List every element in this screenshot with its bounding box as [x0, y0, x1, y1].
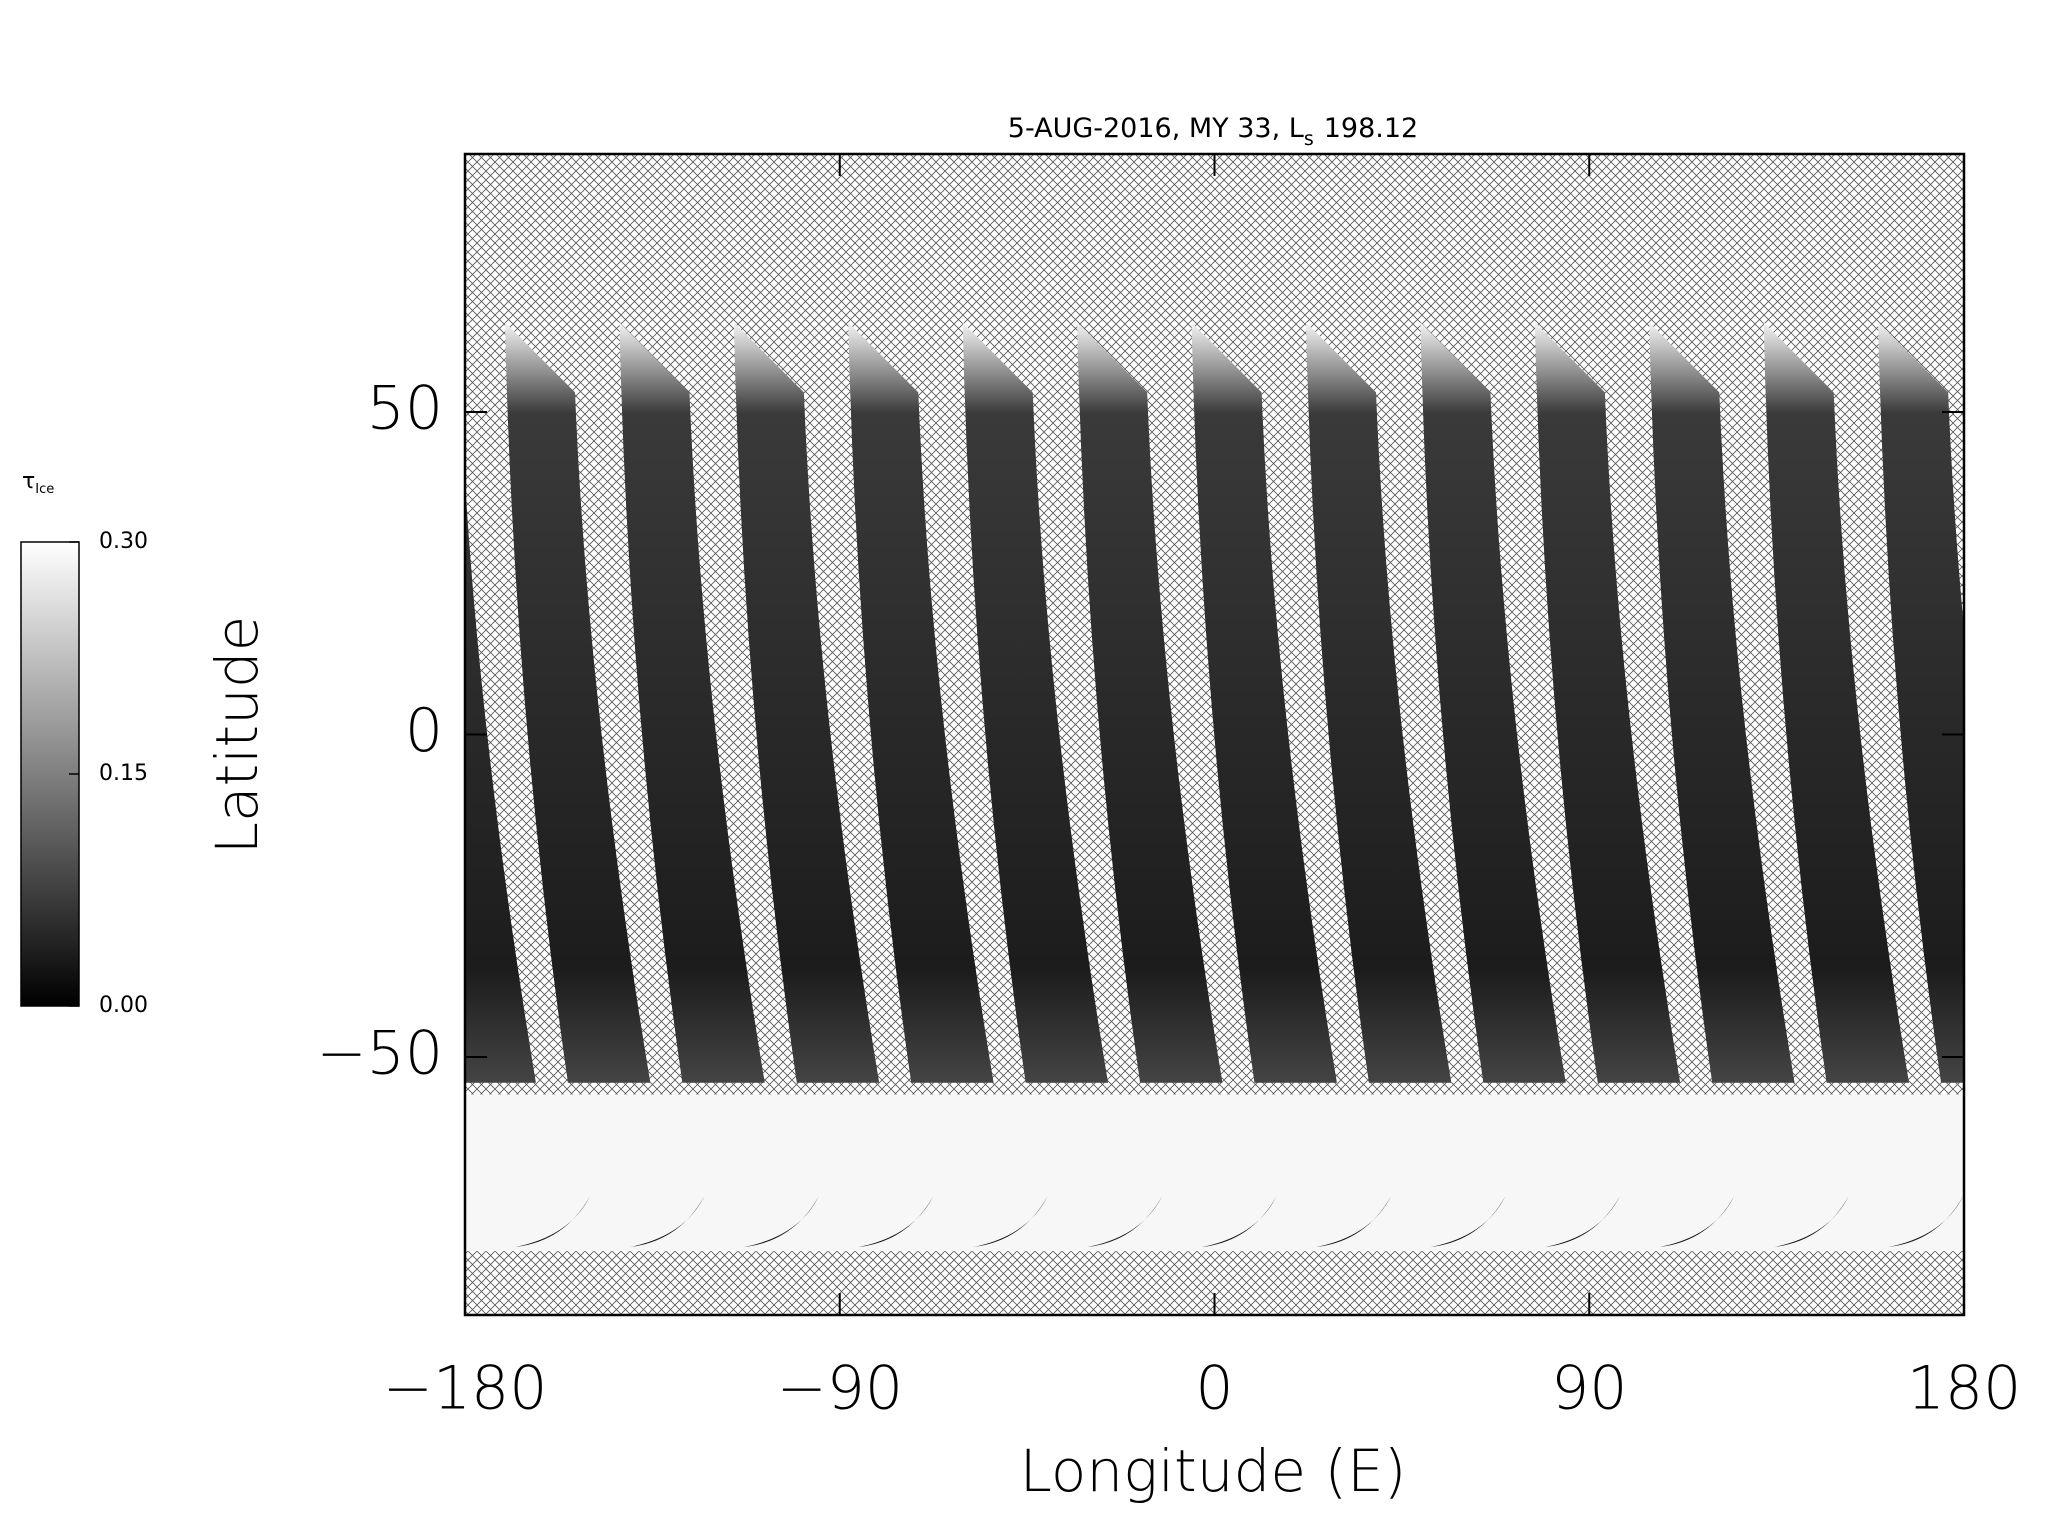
y-axis-label: Latitude	[203, 616, 271, 855]
colorbar-tick-label: 0.00	[99, 993, 148, 1018]
map-area	[465, 154, 2048, 1315]
swath	[1763, 322, 1910, 1083]
x-tick-label: 90	[1551, 1354, 1627, 1424]
swath	[465, 479, 536, 1083]
swath	[1649, 322, 1795, 1083]
swath	[733, 322, 880, 1083]
swath	[505, 322, 651, 1083]
chart-title: 5-AUG-2016, MY 33, Ls 198.12	[1008, 113, 1418, 150]
x-axis-label: Longitude (E)	[1020, 1437, 1407, 1505]
swath	[1993, 322, 2048, 1082]
x-tick-label: 180	[1907, 1354, 2022, 1424]
colorbar-symbol: τ	[22, 469, 35, 494]
swath	[1305, 322, 1452, 1083]
swath	[619, 322, 765, 1083]
colorbar-subscript: Ice	[35, 482, 54, 497]
y-tick-label: 0	[405, 696, 443, 766]
colorbar-tick-label: 0.30	[99, 529, 148, 554]
swath	[1420, 322, 1566, 1083]
swath	[1191, 322, 1337, 1083]
colorbar-label: τIce	[22, 469, 54, 497]
swath	[1077, 322, 1223, 1083]
title-text: 5-AUG-2016, MY 33, L	[1008, 113, 1304, 144]
y-tick-label: −50	[316, 1019, 443, 1089]
x-tick-label: −180	[383, 1354, 548, 1424]
polar-band	[465, 1094, 1964, 1252]
swath	[1878, 322, 1964, 1083]
swath	[1534, 322, 1681, 1083]
x-tick-label: 0	[1195, 1354, 1233, 1424]
swath	[848, 322, 994, 1083]
swath	[962, 322, 1109, 1083]
colorbar-tick-label: 0.15	[99, 761, 148, 786]
x-tick-label: −90	[776, 1354, 903, 1424]
polar-arc	[2003, 1196, 2048, 1247]
title-subscript: s	[1304, 128, 1314, 150]
y-tick-label: 50	[367, 374, 443, 444]
title-suffix: 198.12	[1324, 113, 1418, 144]
